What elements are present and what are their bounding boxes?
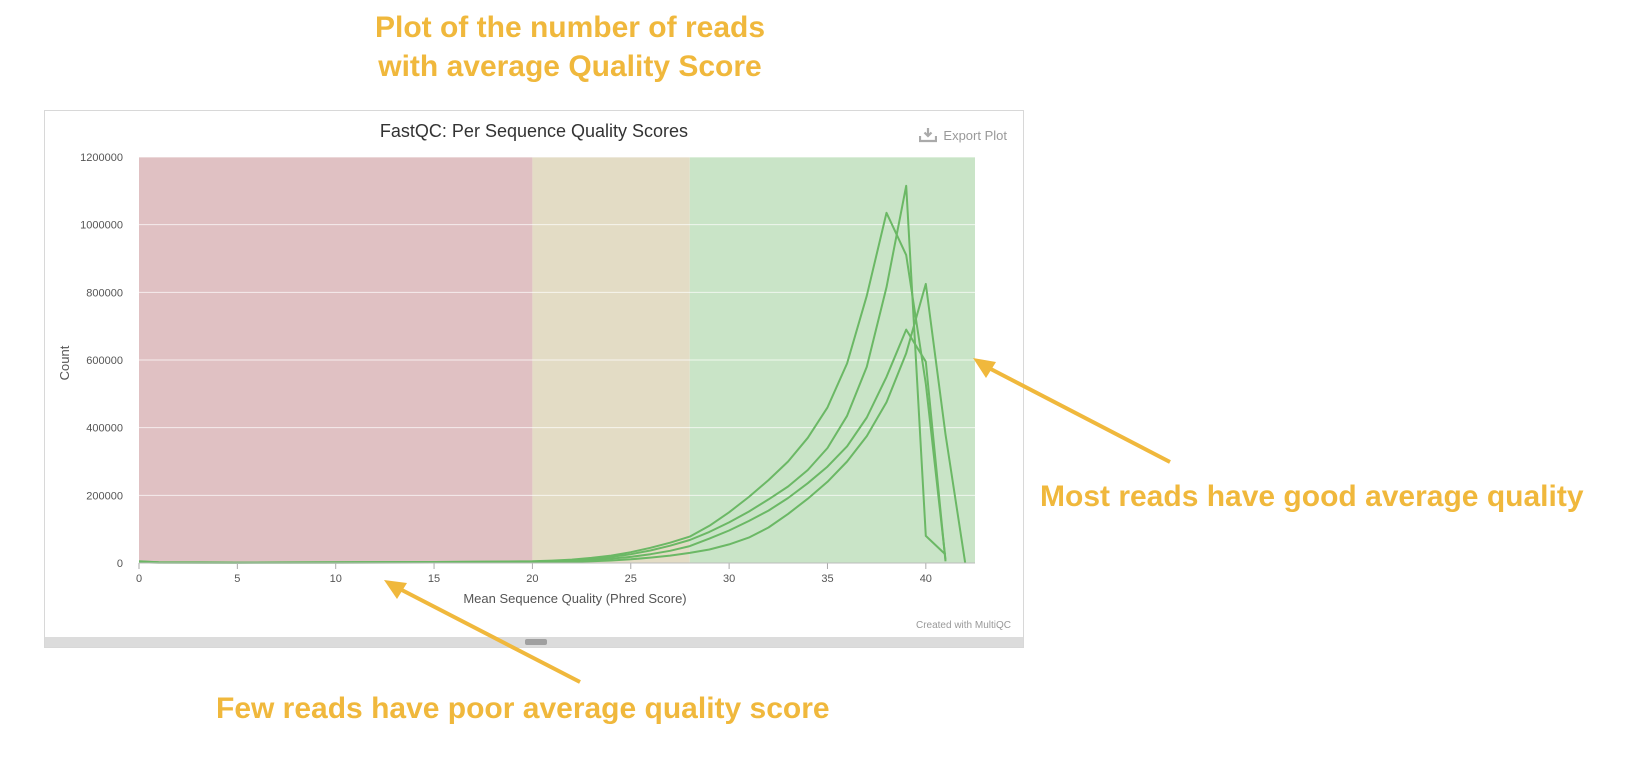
chart-title: FastQC: Per Sequence Quality Scores	[379, 121, 689, 141]
annotation-title-line1: Plot of the number of reads	[374, 11, 766, 44]
y-tick-label: 1000000	[80, 220, 123, 232]
x-tick-label: 25	[625, 573, 637, 585]
y-tick-label: 800000	[86, 287, 123, 299]
export-plot-button[interactable]: Export Plot	[919, 127, 1007, 143]
y-tick-label: 0	[117, 558, 123, 570]
x-tick-label: 30	[723, 573, 735, 585]
x-tick-label: 20	[526, 573, 538, 585]
series-line-4	[138, 282, 967, 564]
y-tick-label: 1200000	[80, 152, 123, 164]
y-tick-label: 400000	[86, 423, 123, 435]
y-tick-label: 600000	[86, 355, 123, 367]
y-axis-label: Count	[57, 345, 72, 380]
export-plot-label: Export Plot	[943, 127, 1007, 143]
annotation-right: Most reads have good average quality	[1040, 480, 1584, 513]
annotation-bottom: Few reads have poor average quality scor…	[216, 692, 830, 725]
chart-svg: 0 200000 400000 600000 800000 1000000 1200000 0…	[57, 152, 975, 606]
annotation-title: Plot of the number of reads with average…	[300, 8, 840, 86]
chart-ticks: 0 200000 400000 600000 800000 1000000 1200000 0…	[80, 152, 975, 585]
x-tick-label: 35	[821, 573, 833, 585]
x-tick-label: 15	[428, 573, 440, 585]
y-tick-label: 200000	[86, 490, 123, 502]
x-axis-label: Mean Sequence Quality (Phred Score)	[463, 591, 686, 606]
x-tick-label: 0	[136, 573, 142, 585]
chart-series	[138, 184, 967, 564]
download-icon	[919, 127, 938, 143]
x-tick-label: 5	[234, 573, 240, 585]
annotation-title-line2: with average Quality Score	[378, 50, 762, 83]
x-tick-label: 40	[920, 573, 932, 585]
horizontal-scrollbar[interactable]	[45, 637, 1023, 647]
plot-panel: FastQC: Per Sequence Quality Scores Expo…	[44, 110, 1024, 648]
x-tick-label: 10	[330, 573, 342, 585]
credit-text: Created with MultiQC	[915, 620, 1011, 631]
scrollbar-thumb[interactable]	[525, 639, 547, 645]
